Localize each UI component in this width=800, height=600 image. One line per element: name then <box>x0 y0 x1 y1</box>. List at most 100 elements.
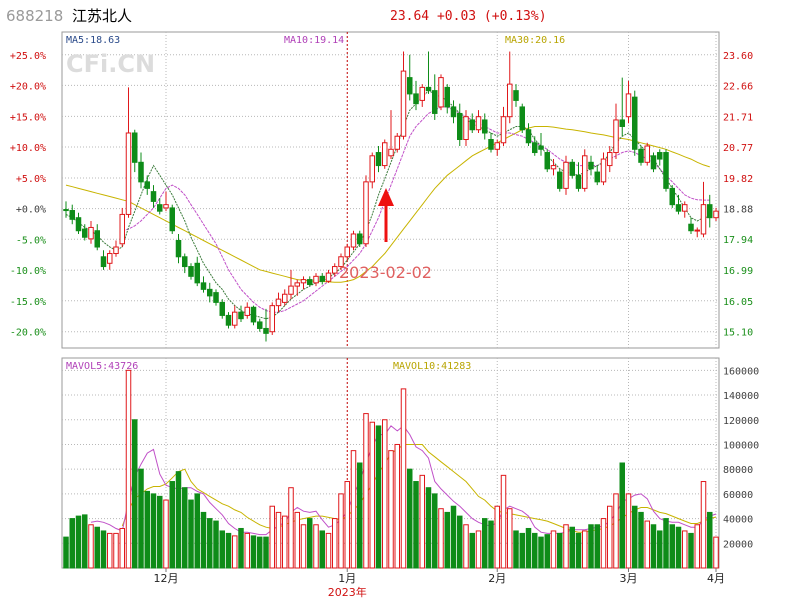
candle-down <box>588 161 594 170</box>
candle-down <box>94 230 100 248</box>
candle-down <box>375 152 382 167</box>
volume-bar-up <box>550 530 557 569</box>
volume-bar-down <box>63 536 69 569</box>
candle-up <box>625 93 632 118</box>
candles <box>63 51 719 342</box>
volume-axis-tick-label: 120000 <box>723 416 759 427</box>
stock-code: 688218 <box>6 7 63 25</box>
volume-bar-up <box>232 535 238 569</box>
candle-down <box>544 152 550 170</box>
candle-up <box>338 256 344 268</box>
candle-down <box>182 256 188 268</box>
volume-bar-down <box>238 527 244 569</box>
volume-bar-down <box>182 487 188 569</box>
volume-bar-up <box>113 532 119 569</box>
volume-bar-down <box>594 524 600 569</box>
volume-bar-down <box>588 524 594 569</box>
candle-up <box>294 282 300 287</box>
volume-bar-down <box>450 505 457 569</box>
volume-bar-up <box>88 524 94 569</box>
volume-bar-up <box>600 518 607 569</box>
volume-bar-down <box>213 520 219 569</box>
volume-bar-down <box>82 514 88 569</box>
candle-down <box>200 282 207 290</box>
candle-down <box>100 256 107 268</box>
volume-bar-down <box>707 511 713 569</box>
candle-up <box>607 152 613 167</box>
volume-bar-down <box>207 518 213 569</box>
volume-bar-up <box>282 515 288 569</box>
volume-bar-down <box>457 515 463 569</box>
volume-bar-up <box>582 530 588 569</box>
candle-up <box>563 161 569 189</box>
volume-bar-up <box>269 505 275 569</box>
volume-bar-up <box>382 419 388 569</box>
candle-down <box>594 171 600 183</box>
candle-down <box>488 139 494 150</box>
volume-bar-down <box>482 518 488 569</box>
x-axis-month-label: 12月 <box>154 572 179 585</box>
volume-axis-tick-label: 160000 <box>723 366 759 377</box>
watermark: CFi.CN <box>66 50 155 78</box>
volume-bar-down <box>525 527 532 569</box>
legend-mavol10: MAVOL10:41283 <box>393 361 471 372</box>
candle-down <box>132 132 138 163</box>
volume-bar-up <box>682 530 688 569</box>
candle-down <box>238 311 244 320</box>
volume-bar-up <box>475 530 482 569</box>
candle-down <box>619 119 625 127</box>
volume-axis-tick-label: 60000 <box>723 490 753 501</box>
candle-up <box>700 204 707 235</box>
candle-down <box>257 321 263 329</box>
volume-bar-down <box>538 536 544 569</box>
candle-up <box>550 165 557 170</box>
candle-down <box>688 223 694 232</box>
volume-bar-down <box>544 534 550 569</box>
candle-down <box>144 181 150 189</box>
candle-down <box>663 152 669 189</box>
volume-axis-tick-label: 140000 <box>723 391 759 402</box>
volume-bar-up <box>275 511 282 569</box>
candle-up <box>682 204 688 212</box>
candle-up <box>282 293 288 303</box>
right-axis-tick-label: 16.05 <box>723 297 753 308</box>
candle-down <box>175 239 182 258</box>
left-axis-tick-label: -5.0% <box>16 235 46 246</box>
volume-bar-down <box>225 532 232 569</box>
volume-bar-up <box>369 421 375 569</box>
candle-up <box>119 213 125 245</box>
candle-up <box>613 119 619 154</box>
date-annotation: 2023-02-02 <box>339 188 432 282</box>
left-axis-tick-label: +15.0% <box>10 112 46 123</box>
right-axis-tick-label: 15.10 <box>723 328 753 339</box>
candle-up <box>694 229 700 232</box>
left-axis-tick-label: +10.0% <box>10 143 46 154</box>
volume-bar-down <box>150 493 157 569</box>
x-axis-labels: 12月 1月 2月 3月 4月 2023年 <box>154 568 725 599</box>
volume-bar-down <box>444 511 450 569</box>
volume-bar-down <box>194 493 200 569</box>
candle-down <box>219 301 225 316</box>
candle-down <box>519 106 525 131</box>
volume-bar-down <box>675 526 682 569</box>
price-panel-frame <box>61 31 720 349</box>
right-axis-tick-label: 19.82 <box>723 174 753 185</box>
legend-ma10: MA10:19.14 <box>284 35 344 46</box>
candle-down <box>513 90 519 101</box>
candle-up <box>325 272 332 282</box>
right-axis-tick-label: 16.99 <box>723 266 753 277</box>
candle-up <box>113 246 119 255</box>
volume-bar-down <box>69 518 75 569</box>
volume-bar-down <box>519 532 525 569</box>
volume-bar-up <box>625 493 632 569</box>
candle-up <box>332 266 338 274</box>
candle-down <box>82 228 88 238</box>
candle-down <box>413 93 419 105</box>
volume-bar-down <box>650 524 657 569</box>
volume-axis: 160000 140000 120000 100000 80000 60000 40000 2… <box>723 366 759 550</box>
volume-bar-up <box>332 518 338 569</box>
candle-down <box>432 90 438 114</box>
legend-ma5: MA5:18.63 <box>66 35 120 46</box>
candle-down <box>538 145 544 150</box>
volume-bar-down <box>638 511 644 569</box>
